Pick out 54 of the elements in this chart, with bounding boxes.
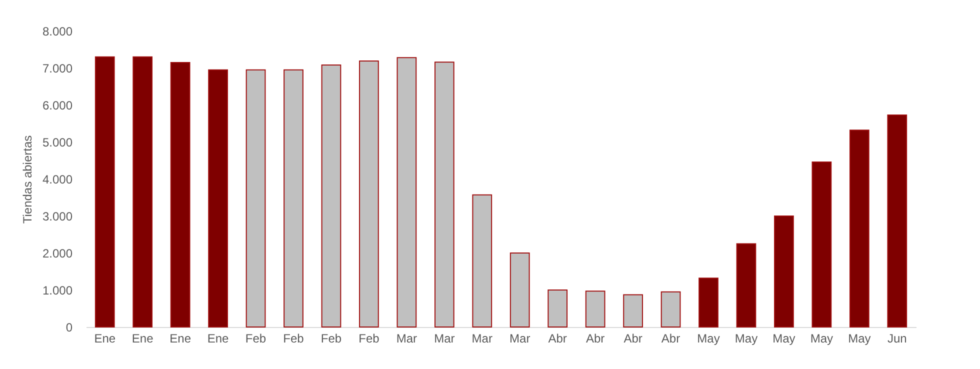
x-tick-label: May — [734, 332, 758, 346]
x-tick-label: May — [772, 332, 796, 346]
bar — [660, 291, 681, 328]
bar — [132, 56, 153, 328]
y-tick-label: 5.000 — [42, 136, 73, 150]
bar — [359, 60, 379, 328]
x-tick-label: Feb — [358, 332, 380, 346]
bar — [623, 294, 643, 328]
bar — [548, 290, 568, 328]
x-tick-label: Ene — [132, 332, 154, 346]
x-tick-label: Mar — [472, 332, 492, 346]
x-tick-label: Feb — [320, 332, 342, 346]
x-tick-label: Ene — [170, 332, 192, 346]
x-tick-label: May — [848, 332, 871, 346]
x-tick-label: Abr — [661, 332, 680, 346]
bar — [170, 62, 190, 328]
bar — [472, 194, 492, 328]
x-tick-label: Jun — [887, 332, 907, 346]
bar — [434, 62, 454, 328]
y-tick-label: 1.000 — [42, 284, 73, 298]
x-tick-label: Abr — [624, 332, 642, 346]
x-tick-label: Mar — [434, 332, 455, 346]
bar — [284, 69, 304, 328]
bar — [849, 130, 870, 328]
bar — [812, 161, 832, 328]
bar — [698, 278, 718, 328]
bar — [887, 114, 908, 328]
y-tick-label: 4.000 — [42, 172, 73, 186]
x-tick-label: Mar — [510, 332, 530, 346]
x-tick-label: May — [810, 332, 834, 346]
bar — [585, 290, 606, 328]
y-tick-label: 8.000 — [42, 24, 73, 38]
x-tick-label: May — [697, 332, 720, 346]
y-tick-label: 2.000 — [42, 246, 73, 260]
y-tick-label: 0 — [66, 320, 73, 334]
x-tick-label: Mar — [396, 332, 418, 346]
bar — [774, 216, 794, 328]
x-tick-label: Abr — [548, 332, 567, 346]
bar — [208, 69, 228, 328]
x-tick-label: Feb — [245, 332, 266, 346]
x-tick-label: Feb — [283, 332, 304, 346]
x-tick-label: Ene — [207, 332, 230, 346]
y-tick-label: 6.000 — [42, 98, 73, 112]
x-tick-label: Ene — [94, 332, 116, 346]
y-tick-label: 3.000 — [42, 210, 73, 224]
x-tick-label: Abr — [586, 332, 605, 346]
bar — [321, 64, 342, 328]
bar — [94, 56, 115, 328]
bar — [396, 57, 417, 328]
y-axis-title: Tiendas abiertas — [20, 135, 34, 224]
y-tick-label: 7.000 — [42, 62, 73, 76]
bar — [736, 243, 756, 328]
bar — [510, 252, 530, 328]
bar — [246, 69, 266, 328]
